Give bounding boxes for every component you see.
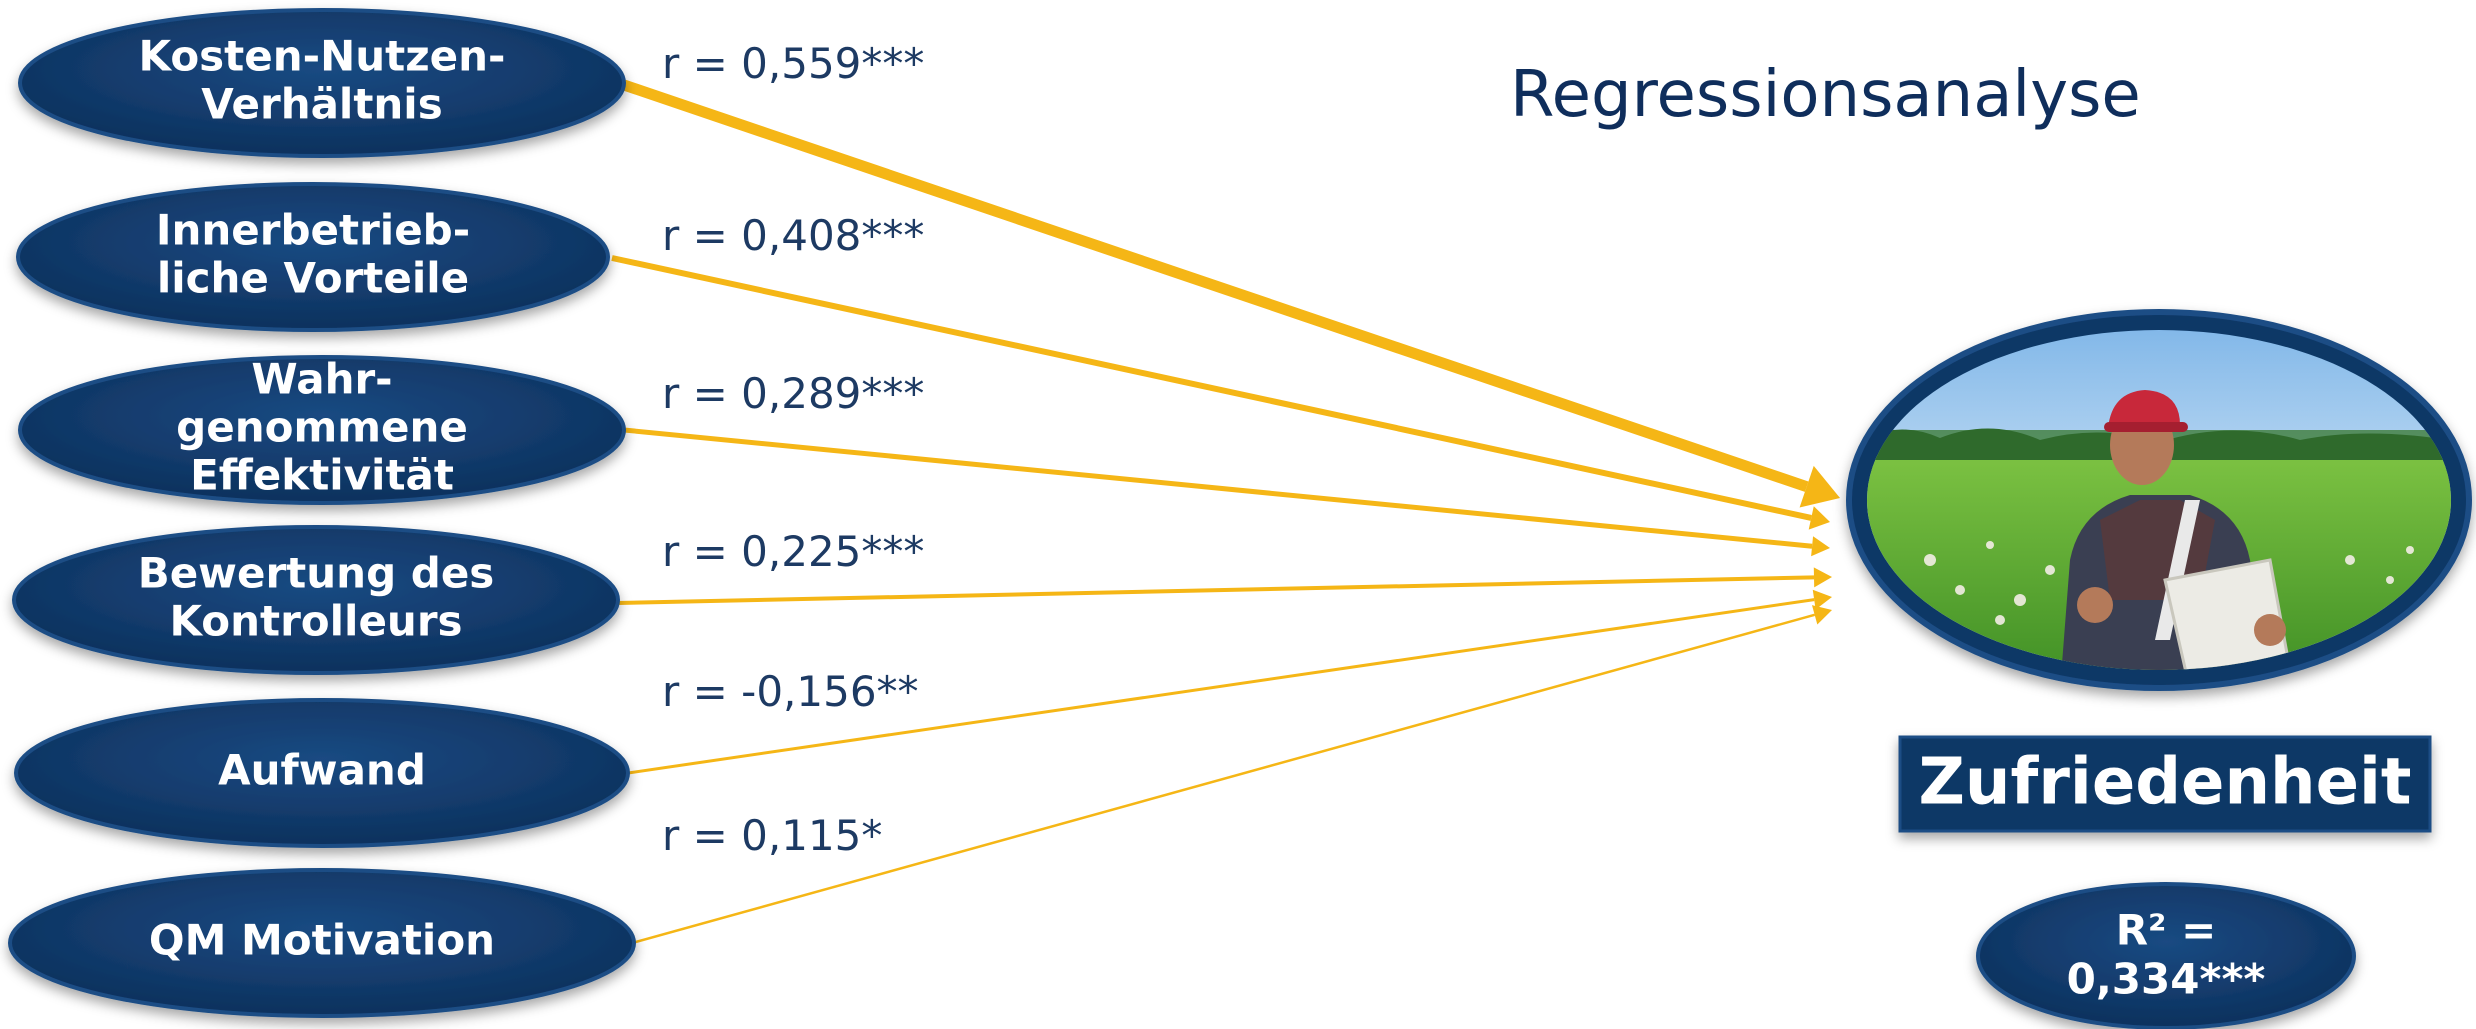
predictor-list: Kosten-Nutzen-Verhältnis Innerbetrieb-lic… xyxy=(8,8,636,1018)
arrow-line-5 xyxy=(627,598,1815,775)
outcome-label: Zufriedenheit xyxy=(1919,746,2412,820)
predictor-label-line: Bewertung des xyxy=(138,549,495,598)
correlation-label-2: r = 0,408*** xyxy=(662,211,924,260)
predictor-label-line: Kontrolleurs xyxy=(169,597,462,646)
correlation-label-3: r = 0,289*** xyxy=(662,369,924,418)
r-squared-line-2: 0,334*** xyxy=(2067,955,2266,1004)
predictor-node-6: QM Motivation xyxy=(8,868,636,1018)
correlation-label-6: r = 0,115* xyxy=(662,811,882,860)
predictor-label-line: liche Vorteile xyxy=(157,254,469,303)
predictor-node-1: Kosten-Nutzen-Verhältnis xyxy=(18,8,626,158)
predictor-node-5: Aufwand xyxy=(14,698,630,848)
predictor-ellipse xyxy=(16,182,610,332)
arrow-line-6 xyxy=(631,613,1815,945)
predictor-label-line: Innerbetrieb- xyxy=(156,206,470,255)
r-squared-line-1: R² = xyxy=(2116,906,2217,955)
predictor-ellipse xyxy=(8,868,636,1018)
arrow-line-2 xyxy=(611,255,1812,521)
correlation-labels: r = 0,559*** r = 0,408*** r = 0,289*** r = … xyxy=(662,39,924,860)
predictor-ellipse xyxy=(18,355,626,505)
predictor-label-line: Wahr- xyxy=(251,355,392,404)
arrow-line-1 xyxy=(622,79,1809,492)
predictor-ellipse xyxy=(12,525,620,675)
correlation-label-5: r = -0,156** xyxy=(662,667,919,716)
diagram-title: Regressionsanalyse xyxy=(1510,58,2141,132)
arrow-head-icon xyxy=(1811,536,1830,557)
arrow-line-4 xyxy=(617,575,1815,605)
r-squared-node: R² = 0,334*** xyxy=(1976,882,2356,1029)
outcome-node xyxy=(1846,309,2472,691)
arrow-head-icon xyxy=(1799,465,1840,508)
correlation-label-1: r = 0,559*** xyxy=(662,39,924,88)
predictor-label-line: Aufwand xyxy=(218,746,426,795)
predictor-node-2: Innerbetrieb-liche Vorteile xyxy=(16,182,610,332)
predictor-ellipse xyxy=(14,698,630,848)
predictor-label-line: Verhältnis xyxy=(201,80,442,129)
arrow-head-icon xyxy=(1813,567,1832,588)
arrow-layer xyxy=(611,79,1840,945)
predictor-label-line: Effektivität xyxy=(190,451,454,500)
predictor-label-line: genommene xyxy=(176,403,468,452)
predictor-label-line: QM Motivation xyxy=(149,916,495,965)
predictor-ellipse xyxy=(18,8,626,158)
arrow-line-3 xyxy=(623,427,1813,549)
arrow-head-icon xyxy=(1808,506,1830,530)
predictor-label-line: Kosten-Nutzen- xyxy=(139,32,506,81)
correlation-label-4: r = 0,225*** xyxy=(662,527,924,576)
arrow-head-icon xyxy=(1812,589,1832,610)
arrow-head-icon xyxy=(1811,605,1832,625)
outcome-label-box: Zufriedenheit xyxy=(1898,735,2432,833)
